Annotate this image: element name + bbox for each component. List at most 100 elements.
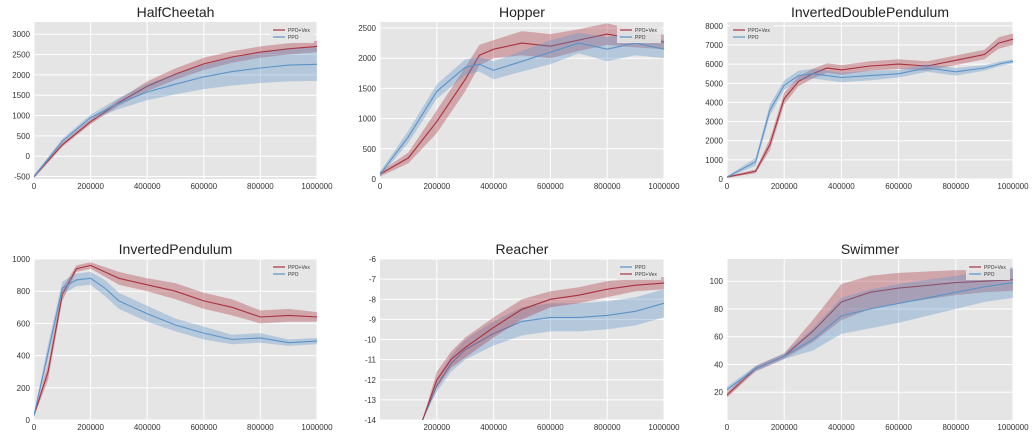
y-tick-label: -12 — [364, 376, 376, 385]
chart-title: Reacher — [496, 241, 549, 257]
y-tick-label: 60 — [714, 333, 723, 342]
chart-panel-1: 0 200000 400000 600000 800000 1000000 0 500 1000… — [358, 4, 680, 191]
series-line-1 — [34, 63, 317, 177]
y-tick-label: 1500 — [358, 84, 376, 93]
legend-label: PPO — [635, 265, 646, 271]
x-tick-label: 800000 — [594, 182, 621, 191]
y-tick-label: -500 — [14, 173, 31, 182]
legend-label: PPO — [635, 35, 646, 41]
x-tick-label: 600000 — [190, 182, 217, 191]
y-tick-label: -10 — [364, 336, 376, 345]
y-tick-label: 80 — [714, 305, 723, 314]
y-tick-label: -14 — [364, 416, 376, 425]
x-tick-label: 1000000 — [648, 423, 680, 432]
y-tick-label: 40 — [714, 360, 723, 369]
chart-title: InvertedPendulum — [119, 241, 233, 257]
plot-series — [727, 267, 1013, 398]
x-tick-label: 0 — [378, 182, 383, 191]
y-tick-label: -13 — [364, 396, 376, 405]
x-tick-label: 1000000 — [997, 182, 1029, 191]
x-tick-label: 800000 — [247, 423, 274, 432]
series-band-0 — [727, 33, 1013, 178]
x-tick-label: 1000000 — [997, 423, 1029, 432]
x-tick-label: 800000 — [942, 423, 969, 432]
legend-label: PPO+Vex — [635, 28, 657, 34]
series-line-0 — [34, 45, 317, 177]
series-band-1 — [34, 47, 317, 179]
x-tick-label: 1000000 — [648, 182, 680, 191]
series-band-1 — [380, 31, 664, 177]
x-tick-label: 600000 — [537, 182, 564, 191]
x-tick-label: 400000 — [134, 423, 161, 432]
x-tick-label: 800000 — [247, 182, 274, 191]
y-tick-label: -11 — [365, 356, 377, 365]
series-line-1 — [727, 60, 1013, 178]
y-tick-label: 5000 — [705, 79, 723, 88]
x-tick-label: 800000 — [594, 423, 621, 432]
y-tick-label: 600 — [17, 319, 31, 328]
legend-label: PPO+Vex — [984, 265, 1006, 271]
y-tick-label: 8000 — [705, 22, 723, 31]
x-tick-label: 200000 — [423, 182, 450, 191]
series-line-1 — [34, 277, 317, 416]
legend-label: PPO+Vex — [748, 28, 770, 34]
y-tick-label: 400 — [17, 352, 31, 361]
legend-label: PPO — [748, 35, 759, 41]
series-line-0 — [380, 33, 664, 175]
y-tick-label: 3000 — [12, 30, 30, 39]
series-line-1 — [422, 282, 664, 420]
series-band-0 — [34, 40, 317, 179]
chart-panel-3: 0 200000 400000 600000 800000 1000000 0 200 400 6… — [12, 241, 333, 432]
series-line-0 — [422, 302, 664, 420]
x-tick-label: 0 — [32, 182, 37, 191]
y-tick-label: 2500 — [358, 24, 376, 33]
series-line-0 — [727, 38, 1013, 178]
series-band-0 — [34, 262, 317, 417]
plot-area — [34, 22, 317, 179]
y-tick-label: 2500 — [12, 51, 30, 60]
y-tick-label: -9 — [369, 315, 377, 324]
x-tick-label: 200000 — [77, 182, 104, 191]
x-tick-label: 800000 — [942, 182, 969, 191]
series-band-1 — [727, 267, 1013, 393]
chart-panel-2: 0 200000 400000 600000 800000 1000000 0 1000 200… — [705, 4, 1029, 191]
y-tick-label: 1000 — [12, 112, 30, 121]
plot-series — [727, 33, 1013, 178]
x-tick-label: 0 — [725, 182, 730, 191]
y-tick-label: 2000 — [358, 54, 376, 63]
y-tick-label: 0 — [719, 175, 724, 184]
x-tick-label: 600000 — [190, 423, 217, 432]
x-tick-label: 200000 — [771, 423, 798, 432]
x-tick-label: 400000 — [134, 182, 161, 191]
x-tick-label: 400000 — [828, 423, 855, 432]
x-tick-label: 600000 — [537, 423, 564, 432]
chart-title: Hopper — [499, 4, 545, 20]
y-tick-label: 0 — [26, 416, 31, 425]
legend-label: PPO — [288, 35, 299, 41]
chart-title: Swimmer — [841, 241, 900, 257]
x-tick-label: 400000 — [828, 182, 855, 191]
chart-panel-4: 200000 400000 600000 800000 1000000 -14 -13 -12… — [364, 241, 680, 432]
legend-label: PPO — [288, 272, 299, 278]
chart-panel-5: 0 200000 400000 600000 800000 1000000 20 40 60 80… — [710, 241, 1029, 432]
y-tick-label: 1000 — [12, 255, 30, 264]
x-tick-label: 400000 — [480, 423, 507, 432]
series-line-1 — [727, 282, 1013, 390]
y-tick-label: 6000 — [705, 60, 723, 69]
y-tick-label: 2000 — [12, 71, 30, 80]
y-tick-label: 500 — [363, 145, 377, 154]
x-tick-label: 1000000 — [301, 423, 333, 432]
y-tick-label: 200 — [17, 384, 31, 393]
y-tick-label: 1000 — [705, 156, 723, 165]
y-tick-label: 20 — [714, 388, 723, 397]
plot-area — [727, 259, 1013, 420]
plot-series — [34, 40, 317, 179]
series-line-0 — [34, 264, 317, 416]
chart-title: InvertedDoublePendulum — [791, 4, 949, 20]
